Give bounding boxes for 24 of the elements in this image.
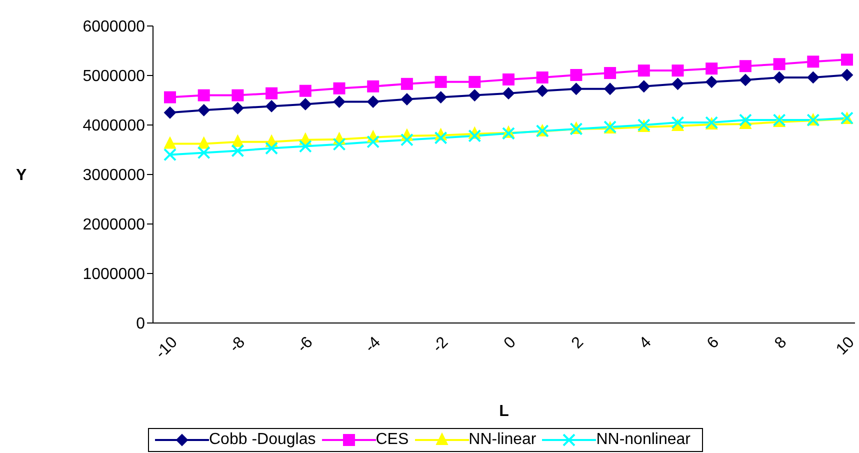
x-tick-label: -6 [294,334,316,356]
y-tick-label: 5000000 [82,68,146,86]
y-tick-label: 6000000 [82,18,146,36]
legend-label: CES [376,431,409,449]
x-tick-label: 2 [568,334,588,352]
y-tick-label: 0 [136,316,146,333]
y-tick-label: 1000000 [82,266,146,284]
x-tick-label: -10 [152,334,181,362]
x-tick-label: 8 [772,334,790,352]
legend-label: NN-nonlinear [596,431,690,449]
legend-label: NN-linear [468,431,536,449]
y-tick-label: 3000000 [82,167,146,184]
x-tick-label: -2 [430,334,452,356]
y-axis-title: Y [16,167,27,184]
y-tick-label: 4000000 [82,118,146,135]
x-axis-title: L [499,403,510,420]
y-tick-label: 2000000 [82,216,146,234]
x-tick-label: 6 [704,334,723,352]
x-tick-label: -8 [226,334,249,356]
x-tick-label: 0 [501,334,520,352]
x-tick-label: 10 [833,334,858,358]
x-tick-label: -4 [362,334,384,356]
x-tick-label: 4 [636,334,655,352]
legend-label: Cobb -Douglas [209,431,316,449]
